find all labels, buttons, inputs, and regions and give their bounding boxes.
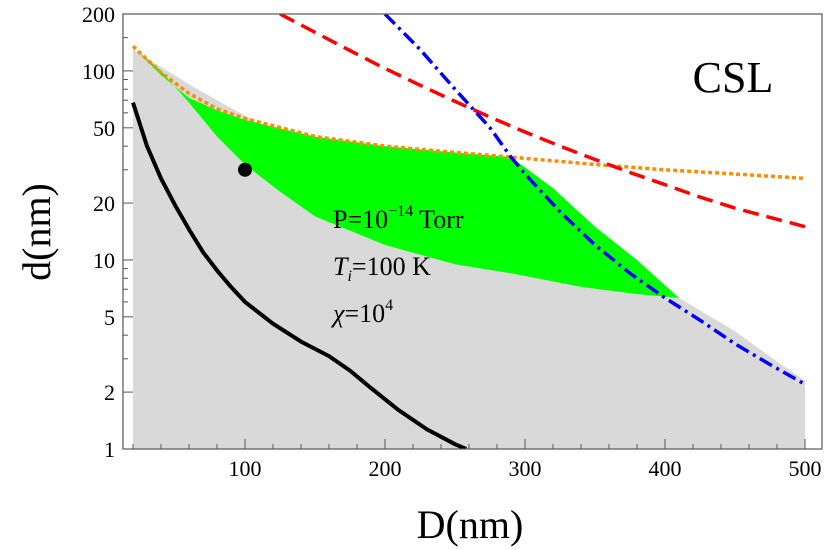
- annotation-pressure-suffix: Torr: [413, 205, 464, 234]
- annotation-temperature-symbol: T: [333, 252, 349, 281]
- y-tick-label-50: 50: [93, 116, 115, 141]
- data-point-marker: [238, 162, 252, 177]
- series-orange-dotted: [131, 45, 806, 181]
- green-region: [135, 49, 680, 298]
- marker-layer: [238, 162, 252, 177]
- series-layer: [131, 14, 806, 449]
- ticks-layer: 100 200 300 400 500 1 2 5 10 20 50 100 200: [82, 2, 822, 481]
- y-tick-label-1: 1: [104, 437, 115, 462]
- annotation-chi-base: =10: [344, 299, 385, 328]
- x-axis-label: D(nm): [417, 502, 524, 547]
- annotation-temperature-subscript: i: [347, 268, 351, 285]
- annotation-temperature: Ti=100 K: [333, 252, 431, 285]
- x-tick-label-200: 200: [369, 456, 402, 481]
- y-axis-label: d(nm): [14, 183, 59, 281]
- panel-label: CSL: [693, 53, 774, 102]
- series-blue-dashdot: [383, 14, 806, 386]
- plot-frame: [122, 13, 823, 450]
- series-black-solid: [131, 101, 467, 449]
- annotation-pressure: P=10−14 Torr: [333, 203, 464, 234]
- x-tick-label-300: 300: [509, 456, 542, 481]
- annotation-temperature-rest: =100 K: [352, 252, 431, 281]
- annotation-chi-exponent: 4: [385, 297, 393, 314]
- series-red-dashed: [279, 14, 806, 229]
- annotation-chi-symbol: χ: [330, 299, 345, 328]
- regions-layer: [133, 49, 805, 449]
- x-tick-label-100: 100: [229, 456, 262, 481]
- y-tick-label-2: 2: [104, 380, 115, 405]
- annotation-pressure-prefix: P=10: [333, 205, 388, 234]
- annotation-pressure-exponent: −14: [388, 203, 413, 220]
- y-tick-label-100: 100: [82, 59, 115, 84]
- x-tick-label-500: 500: [789, 456, 822, 481]
- x-tick-label-400: 400: [649, 456, 682, 481]
- y-tick-label-20: 20: [93, 191, 115, 216]
- y-tick-label-10: 10: [93, 248, 115, 273]
- y-tick-label-200: 200: [82, 2, 115, 27]
- annotation-chi: χ=104: [330, 297, 393, 328]
- y-tick-label-5: 5: [104, 305, 115, 330]
